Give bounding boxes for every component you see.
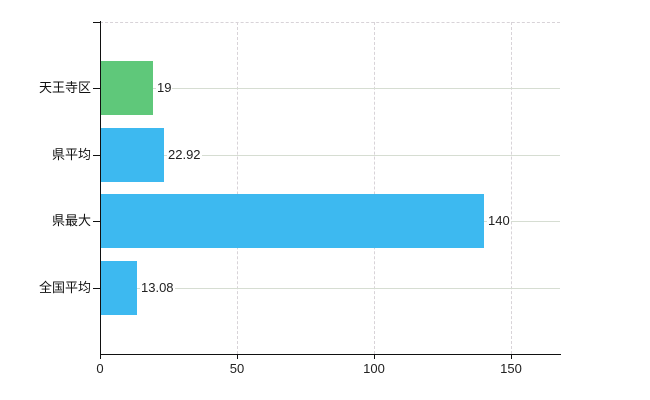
gridline-vertical	[237, 22, 238, 354]
gridline-vertical	[511, 22, 512, 354]
bar	[101, 61, 153, 115]
category-label: 天王寺区	[38, 80, 91, 95]
x-axis-line	[100, 354, 561, 355]
x-tick-label: 150	[500, 361, 522, 376]
plot-top-border	[100, 22, 560, 23]
value-label: 13.08	[140, 280, 175, 296]
category-label: 県平均	[51, 147, 91, 162]
bar	[101, 261, 137, 315]
x-axis-tick	[100, 354, 101, 359]
y-axis-tick	[93, 22, 100, 23]
bar	[101, 128, 164, 182]
gridline-horizontal	[100, 155, 560, 156]
x-axis-tick	[374, 354, 375, 359]
x-tick-label: 0	[96, 361, 104, 376]
value-label: 22.92	[167, 147, 202, 163]
value-label: 19	[156, 80, 173, 96]
y-axis-tick	[93, 155, 100, 156]
category-label: 県最大	[51, 213, 91, 228]
x-tick-label: 100	[363, 361, 385, 376]
x-tick-label: 50	[229, 361, 245, 376]
category-label: 全国平均	[38, 280, 91, 295]
y-axis-tick	[93, 288, 100, 289]
x-axis-tick	[511, 354, 512, 359]
value-label: 140	[487, 213, 511, 229]
y-axis-tick	[93, 221, 100, 222]
gridline-vertical	[374, 22, 375, 354]
x-axis-tick	[237, 354, 238, 359]
bar	[101, 194, 484, 248]
gridline-horizontal	[100, 288, 560, 289]
gridline-horizontal	[100, 88, 560, 89]
y-axis-tick	[93, 88, 100, 89]
y-axis-line	[100, 21, 101, 355]
